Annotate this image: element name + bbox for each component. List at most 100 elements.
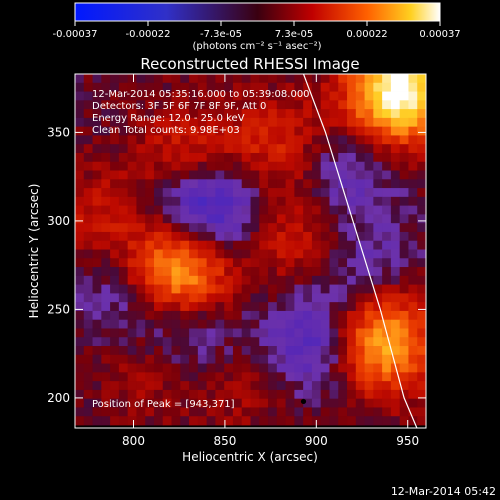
heatmap-cell [268, 310, 278, 321]
heatmap-cell [197, 161, 208, 171]
heatmap-cell [338, 152, 348, 163]
heatmap-cell [329, 267, 339, 277]
heatmap-cell [118, 319, 129, 329]
heatmap-cell [417, 91, 426, 101]
heatmap-cell [347, 284, 357, 294]
heatmap-cell [171, 284, 181, 294]
heatmap-cell [250, 275, 260, 286]
heatmap-cell [215, 91, 225, 101]
heatmap-cell [382, 284, 392, 294]
heatmap-cell [408, 74, 418, 84]
heatmap-cell [241, 416, 251, 426]
heatmap-cell [276, 381, 287, 391]
heatmap-cell [241, 328, 251, 338]
heatmap-cell [153, 214, 164, 224]
heatmap-cell [303, 91, 313, 101]
heatmap-cell [171, 337, 181, 347]
heatmap-cell [136, 258, 146, 268]
heatmap-cell [127, 223, 137, 233]
heatmap-cell [338, 354, 348, 364]
heatmap-cell [215, 179, 225, 189]
heatmap-cell [162, 354, 172, 364]
heatmap-cell [390, 302, 401, 312]
heatmap-cell [311, 363, 322, 373]
heatmap-cell [373, 302, 383, 312]
heatmap-cell [338, 144, 348, 154]
heatmap-cell [145, 179, 155, 189]
heatmap-cell [390, 416, 401, 426]
heatmap-cell [276, 240, 287, 250]
heatmap-cell [162, 74, 172, 84]
heatmap-cell [189, 310, 199, 321]
heatmap-cell [276, 144, 287, 154]
heatmap-cell [118, 381, 129, 391]
heatmap-cell [373, 249, 383, 259]
heatmap-cell [347, 328, 357, 338]
heatmap-cell [241, 363, 251, 373]
heatmap-cell [276, 223, 287, 233]
heatmap-cell [294, 319, 304, 329]
colorbar-ticks: -0.00037 -0.00022 -7.3e-05 7.3e-05 0.00022 0.… [53, 21, 461, 40]
heatmap-cell [241, 144, 251, 154]
heatmap-cell [294, 372, 304, 382]
heatmap-cell [294, 398, 304, 408]
heatmap-cell [311, 328, 322, 338]
heatmap-cell [364, 82, 374, 92]
heatmap-cell [145, 117, 155, 128]
heatmap-cell [338, 223, 348, 233]
heatmap-cell [171, 363, 181, 373]
heatmap-cell [136, 337, 146, 347]
heatmap-cell [206, 381, 216, 391]
heatmap-cell [268, 100, 278, 110]
heatmap-cell [285, 354, 295, 364]
heatmap-cell [250, 126, 260, 136]
heatmap-cell [329, 416, 339, 426]
heatmap-cell [215, 302, 225, 312]
heatmap-cell [241, 196, 251, 207]
heatmap-cell [118, 152, 129, 163]
heatmap-cell [347, 416, 357, 426]
heatmap-cell [145, 161, 155, 171]
heatmap-cell [197, 196, 208, 207]
heatmap-cell [232, 319, 243, 329]
heatmap-cell [83, 179, 93, 189]
heatmap-cell [311, 223, 322, 233]
heatmap-cell [338, 267, 348, 277]
heatmap-cell [162, 205, 172, 215]
heatmap-cell [294, 135, 304, 145]
heatmap-cell [338, 302, 348, 312]
heatmap-cell [171, 144, 181, 154]
heatmap-cell [92, 214, 102, 224]
heatmap-cell [232, 310, 243, 321]
heatmap-cell [250, 196, 260, 207]
heatmap-cell [215, 372, 225, 382]
heatmap-cell [320, 310, 330, 321]
heatmap-cell [329, 188, 339, 198]
heatmap-cell [338, 109, 348, 119]
heatmap-cell [215, 100, 225, 110]
heatmap-cell [303, 231, 313, 242]
heatmap-cell [127, 293, 137, 303]
heatmap-cell [303, 152, 313, 163]
heatmap-cell [101, 231, 111, 242]
heatmap-cell [206, 109, 216, 119]
heatmap-cell [276, 188, 287, 198]
heatmap-cell [320, 152, 330, 163]
heatmap-cell [408, 354, 418, 364]
heatmap-cell [153, 152, 164, 163]
heatmap-cell [355, 302, 365, 312]
heatmap-cell [311, 188, 322, 198]
heatmap-cell [373, 82, 383, 92]
heatmap-cell [180, 188, 190, 198]
heatmap-cell [355, 398, 365, 408]
heatmap-cell [180, 82, 190, 92]
heatmap-cell [408, 381, 418, 391]
heatmap-cell [417, 310, 426, 321]
heatmap-cell [390, 205, 401, 215]
heatmap-cell [329, 170, 339, 180]
heatmap-cell [373, 354, 383, 364]
heatmap-cell [373, 310, 383, 321]
heatmap-cell [180, 100, 190, 110]
heatmap-cell [259, 223, 269, 233]
heatmap-cell [241, 152, 251, 163]
